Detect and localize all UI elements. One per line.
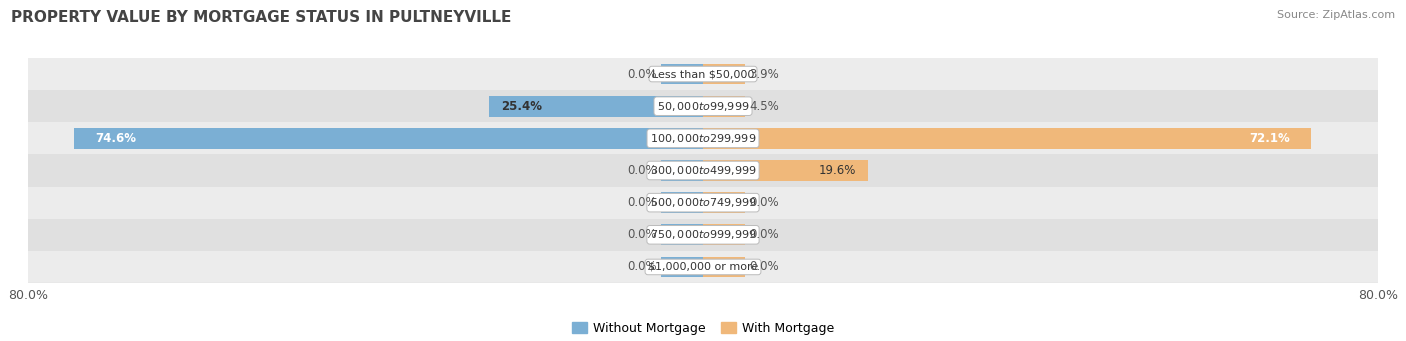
- Bar: [28, 58, 1378, 90]
- Text: 4.5%: 4.5%: [749, 100, 779, 113]
- Text: 72.1%: 72.1%: [1250, 132, 1291, 145]
- Text: $50,000 to $99,999: $50,000 to $99,999: [657, 100, 749, 113]
- Text: 0.0%: 0.0%: [627, 164, 657, 177]
- Text: 0.0%: 0.0%: [627, 228, 657, 241]
- Text: $500,000 to $749,999: $500,000 to $749,999: [650, 196, 756, 209]
- Bar: [28, 90, 1378, 122]
- Bar: [703, 96, 745, 117]
- Legend: Without Mortgage, With Mortgage: Without Mortgage, With Mortgage: [567, 317, 839, 340]
- Text: 19.6%: 19.6%: [818, 164, 856, 177]
- Bar: [703, 256, 745, 277]
- Bar: [661, 160, 703, 181]
- Text: $100,000 to $299,999: $100,000 to $299,999: [650, 132, 756, 145]
- Bar: [661, 256, 703, 277]
- Bar: [28, 251, 1378, 283]
- Bar: [28, 219, 1378, 251]
- Text: PROPERTY VALUE BY MORTGAGE STATUS IN PULTNEYVILLE: PROPERTY VALUE BY MORTGAGE STATUS IN PUL…: [11, 10, 512, 25]
- Text: $300,000 to $499,999: $300,000 to $499,999: [650, 164, 756, 177]
- Text: Less than $50,000: Less than $50,000: [652, 69, 754, 79]
- Bar: [73, 128, 703, 149]
- Bar: [703, 192, 745, 213]
- Text: 74.6%: 74.6%: [94, 132, 136, 145]
- Bar: [703, 64, 745, 85]
- Bar: [703, 128, 1312, 149]
- Bar: [28, 122, 1378, 154]
- Text: 0.0%: 0.0%: [627, 68, 657, 80]
- Bar: [661, 192, 703, 213]
- Bar: [28, 154, 1378, 187]
- Text: 25.4%: 25.4%: [502, 100, 543, 113]
- Bar: [703, 160, 869, 181]
- Text: 0.0%: 0.0%: [749, 196, 779, 209]
- Text: Source: ZipAtlas.com: Source: ZipAtlas.com: [1277, 10, 1395, 20]
- Text: 3.9%: 3.9%: [749, 68, 779, 80]
- Text: 0.0%: 0.0%: [627, 261, 657, 273]
- Bar: [661, 224, 703, 245]
- Bar: [489, 96, 703, 117]
- Text: $1,000,000 or more: $1,000,000 or more: [648, 262, 758, 272]
- Text: 0.0%: 0.0%: [749, 261, 779, 273]
- Bar: [661, 64, 703, 85]
- Text: 0.0%: 0.0%: [627, 196, 657, 209]
- Text: 0.0%: 0.0%: [749, 228, 779, 241]
- Bar: [703, 224, 745, 245]
- Bar: [28, 187, 1378, 219]
- Text: $750,000 to $999,999: $750,000 to $999,999: [650, 228, 756, 241]
